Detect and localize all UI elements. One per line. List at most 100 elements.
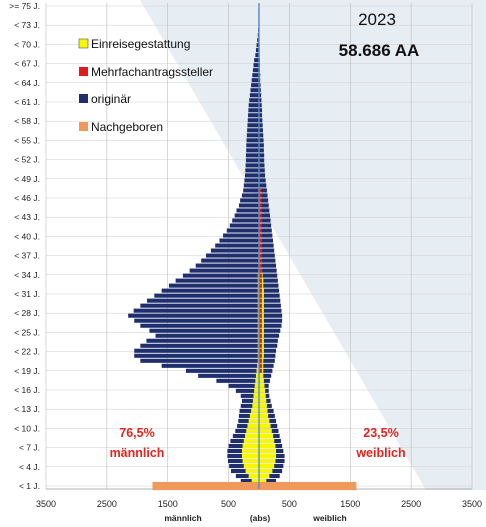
bar-originaer-male [154,293,259,298]
bar-einreise-male [243,463,259,469]
bar-originaer-male [128,313,259,318]
bar-originaer-male [249,98,259,103]
y-tick-label: < 64 J. [14,78,40,88]
bar-mehrfach-female [259,313,262,318]
y-tick-label: < 4 J. [19,462,40,472]
bar-einreise-female [259,453,277,459]
female-share-percent: 23,5% [363,426,398,440]
legend-label-einreisegestattung: Einreisegestattung [91,37,190,51]
bar-einreise-female [259,398,267,403]
bar-originaer-female [259,303,281,308]
bar-originaer-female [259,178,266,183]
bar-mehrfach-female [259,188,262,193]
bar-originaer-female [259,318,283,323]
bar-originaer-male [182,273,259,278]
bar-einreise-male [251,408,259,413]
bar-originaer-female [259,283,279,288]
bar-mehrfach-female [259,208,262,213]
bar-originaer-male [155,333,259,338]
bar-mehrfach-female [259,228,262,233]
bar-mehrfach-female [259,263,262,268]
bar-originaer-female [259,223,272,228]
bar-originaer-male [232,218,259,223]
bar-originaer-male [245,168,259,173]
bar-originaer-female [259,353,276,358]
x-tick-label: 3500 [36,499,56,509]
bar-einreise-female [259,383,265,388]
y-tick-label: < 49 J. [14,174,40,184]
bar-originaer-male [198,373,259,378]
bar-originaer-female [259,173,266,178]
bar-originaer-female [259,168,265,173]
bar-originaer-male [245,153,259,158]
bar-originaer-female [259,478,277,484]
bar-mehrfach-female [259,368,262,373]
bar-originaer-male [133,308,259,313]
bar-einreise-male [256,368,259,373]
bar-originaer-female [259,333,280,338]
bar-originaer-male [216,378,259,383]
bar-originaer-female [259,253,275,258]
bar-originaer-male [168,283,259,288]
x-tick-label: 500 [282,499,297,509]
bar-originaer-male [240,478,259,484]
bar-originaer-female [259,208,270,213]
bar-mehrfach-female [259,358,262,363]
bar-originaer-female [259,143,264,148]
bar-nachgeboren-female [259,481,357,491]
bar-originaer-male [245,163,259,168]
bar-originaer-male [189,268,259,273]
y-tick-label: < 31 J. [14,289,40,299]
y-tick-label: < 37 J. [14,251,40,261]
bar-mehrfach-female [259,258,262,263]
bar-originaer-male [247,118,259,123]
bar-originaer-male [134,318,259,323]
bar-originaer-male [238,203,259,208]
y-tick-label: < 43 J. [14,212,40,222]
bar-originaer-female [259,328,281,333]
bar-mehrfach-female [259,273,262,278]
bar-mehrfach-female [259,353,262,358]
bar-originaer-female [259,233,273,238]
bar-einreise-male [257,363,259,368]
bar-originaer-male [140,323,259,328]
bar-einreise-female [259,438,275,444]
bar-originaer-female [259,93,262,98]
bar-mehrfach-female [259,278,262,283]
bar-originaer-male [246,138,259,143]
bar-mehrfach-female [259,223,262,228]
bar-originaer-female [259,148,264,153]
bar-einreise-female [259,418,270,423]
bar-originaer-male [175,278,259,283]
bar-originaer-female [259,203,269,208]
bar-mehrfach-female [259,298,262,303]
bar-einreise-male [245,468,259,474]
x-tick-label: 1500 [340,499,360,509]
bar-einreise-male [246,428,259,433]
bar-originaer-male [246,148,259,153]
bar-originaer-female [259,298,281,303]
bar-einreise-male [249,413,259,418]
bar-originaer-female [259,348,277,353]
bar-einreise-male [255,378,259,383]
bar-originaer-female [259,158,265,163]
bar-einreise-female [259,423,271,428]
bar-originaer-male [219,238,259,243]
bar-originaer-male [252,73,259,78]
bar-originaer-male [231,468,259,474]
bar-originaer-female [259,248,275,253]
bar-originaer-female [259,358,275,363]
male-share-percent: 76,5% [119,426,154,440]
bar-mehrfach-female [259,198,262,203]
bar-originaer-male [255,48,259,53]
bar-einreise-male [255,373,259,378]
bar-originaer-female [259,218,271,223]
bar-mehrfach-female [259,218,262,223]
y-tick-label: < 28 J. [14,308,40,318]
y-tick-label: < 25 J. [14,327,40,337]
bar-originaer-female [259,368,273,373]
bar-einreise-female [259,408,268,413]
bar-einreise-female [259,463,275,469]
bar-einreise-female [259,468,273,474]
bar-originaer-male [246,143,259,148]
